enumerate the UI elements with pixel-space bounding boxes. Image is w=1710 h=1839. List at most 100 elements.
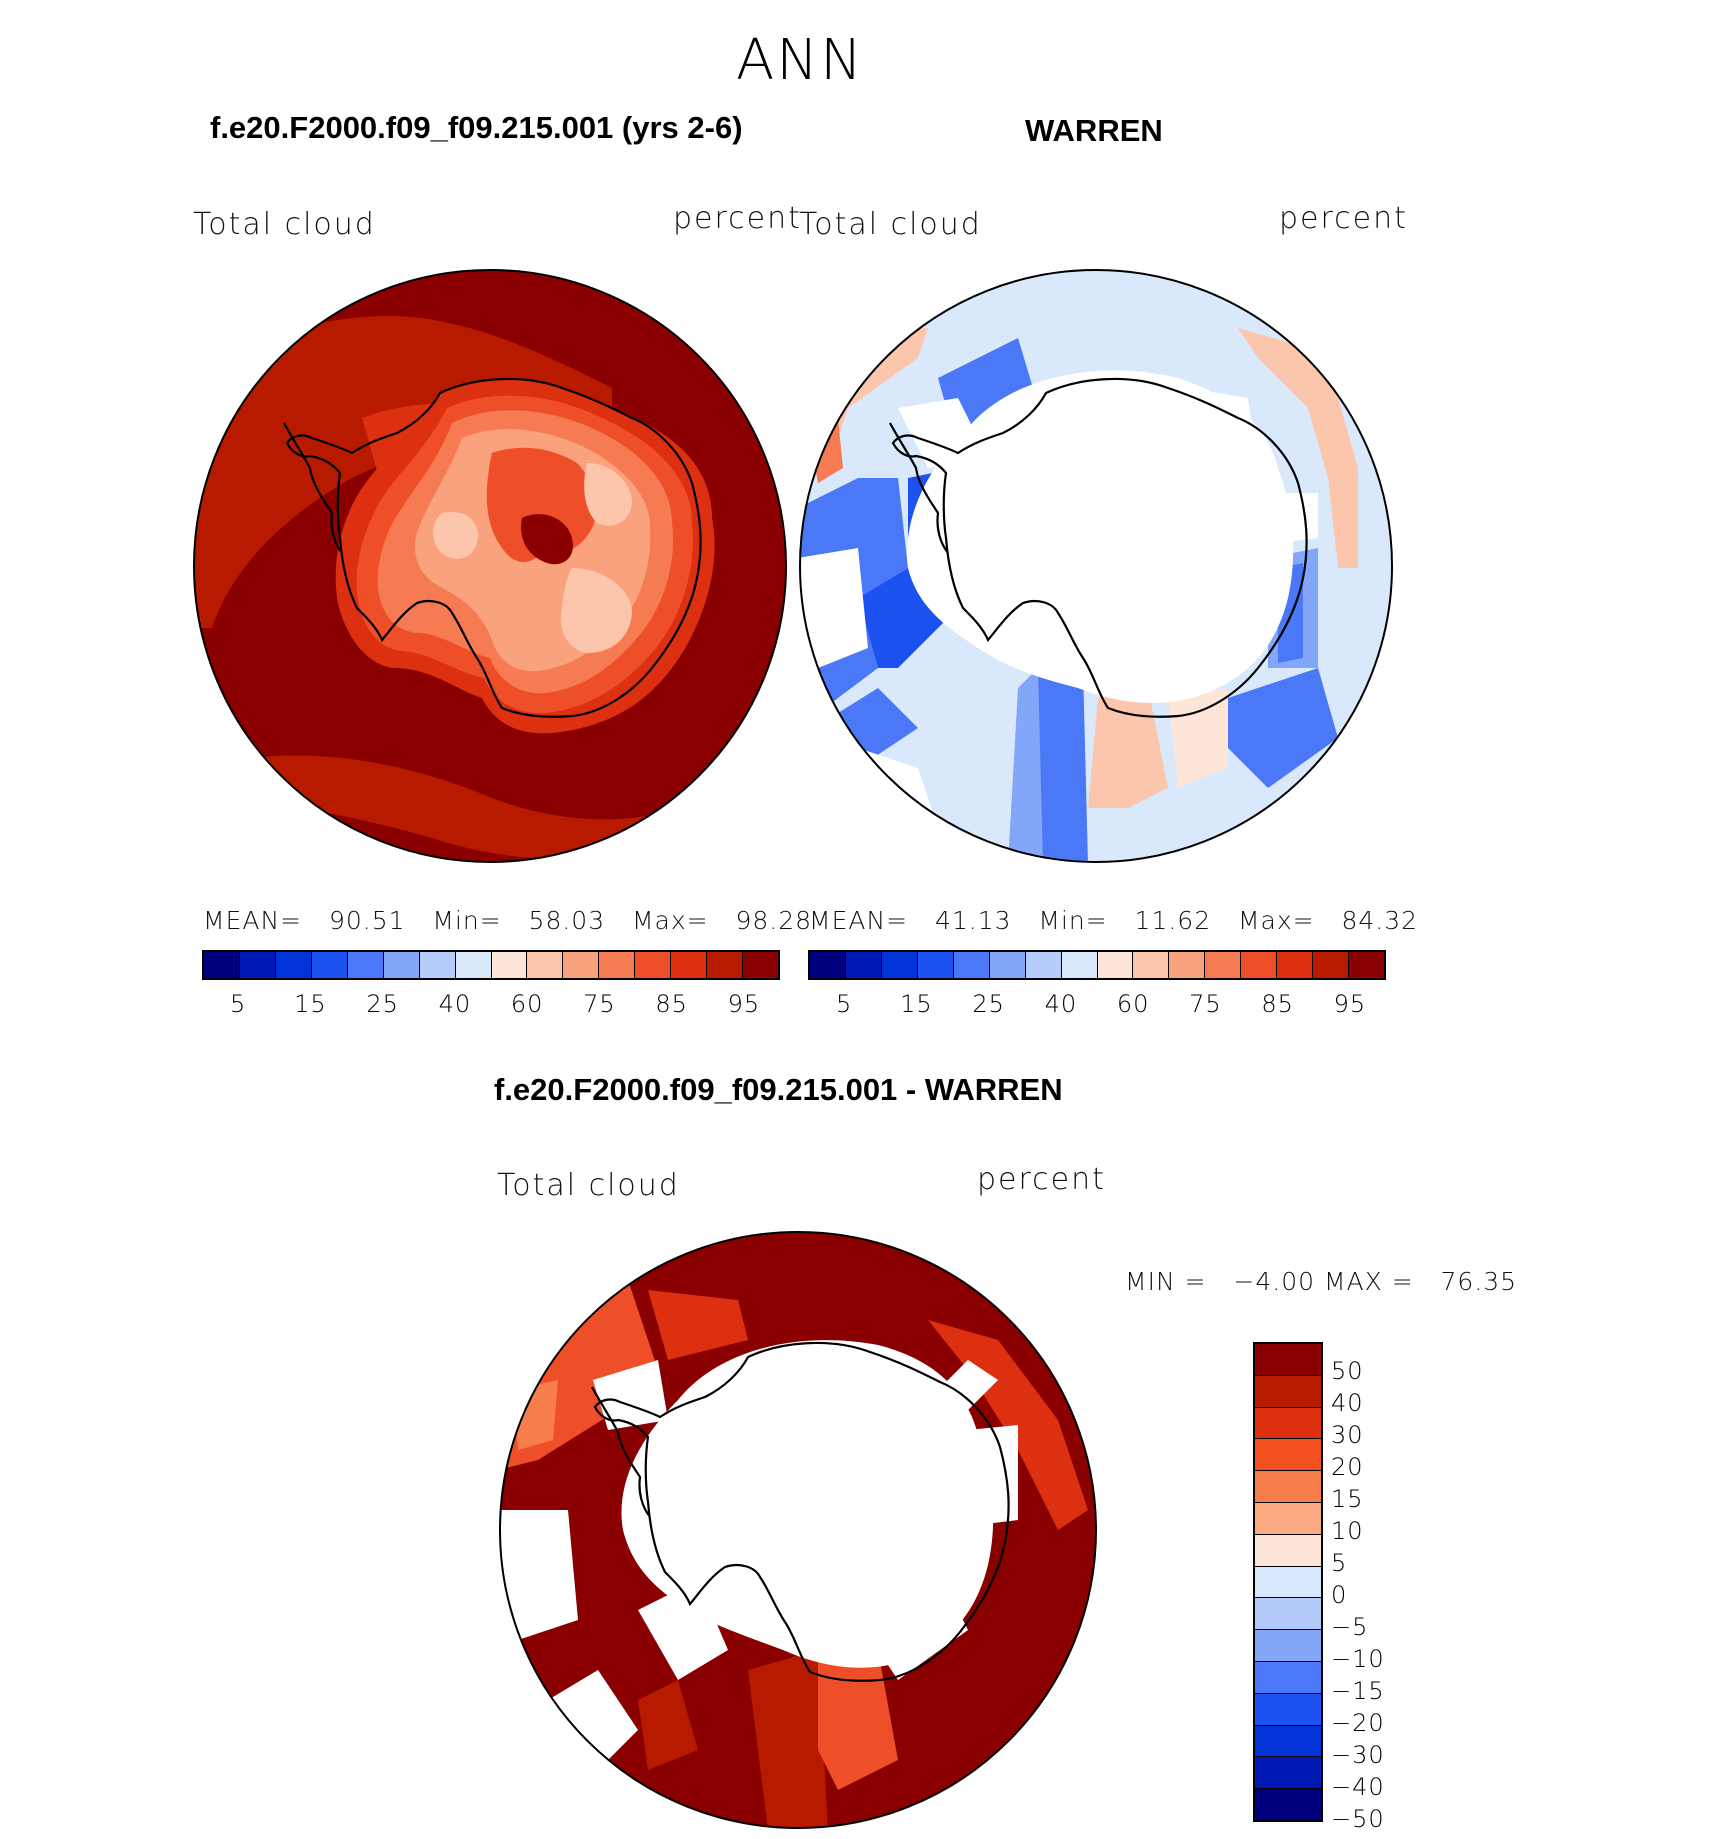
model-units-label: percent (673, 201, 802, 236)
continent-layer (560, 568, 632, 653)
colorbar-tick-label: 25 (366, 990, 399, 1018)
colorbar-tick-label: −50 (1331, 1804, 1385, 1833)
colorbar-tick-label: 5 (835, 990, 853, 1018)
field-region (800, 548, 868, 668)
colorbar-tick-label: 40 (438, 990, 472, 1018)
obs-units-label: percent (1279, 201, 1408, 236)
colorbar-swatch (1133, 952, 1170, 978)
colorbar-tick-label: −5 (1331, 1612, 1369, 1641)
colorbar-swatch (1255, 1757, 1321, 1790)
colorbar-tick-label: 75 (1189, 990, 1222, 1018)
colorbar-tick-label: 25 (972, 990, 1005, 1018)
colorbar-swatch (989, 952, 1026, 978)
diff-stats: MIN = −4.00 MAX = 76.35 (1125, 1267, 1518, 1296)
coastline (593, 1341, 1010, 1682)
colorbar-swatch (1241, 952, 1278, 978)
colorbar-tick-label: 5 (229, 990, 247, 1018)
diff-polar-map (499, 1231, 1097, 1829)
colorbar-swatch (1255, 1693, 1321, 1726)
colorbar-swatch (1255, 1789, 1321, 1820)
colorbar-swatch (1255, 1598, 1321, 1631)
continent-layer (433, 512, 478, 559)
colorbar-tick-label: 40 (1331, 1388, 1364, 1417)
colorbar-swatch (1255, 1566, 1321, 1599)
colorbar-tick-label: 85 (655, 990, 688, 1018)
ocean-region (252, 755, 732, 860)
colorbar-swatch (527, 952, 564, 978)
colorbar-tick-label: 60 (1116, 990, 1150, 1018)
field-region (648, 1290, 748, 1360)
continent-layer (584, 463, 632, 526)
colorbar-swatch (845, 952, 882, 978)
colorbar-swatch (707, 952, 744, 978)
colorbar-tick-label: −40 (1331, 1772, 1385, 1801)
field-region (1033, 668, 1088, 862)
colorbar-swatch (635, 952, 672, 978)
field-region (1008, 668, 1043, 862)
colorbar-tick-label: −10 (1331, 1644, 1385, 1673)
colorbar-tick-label: −20 (1331, 1708, 1385, 1737)
colorbar-tick-label: 95 (727, 990, 761, 1018)
season-title: ANN (735, 28, 865, 93)
coastline (591, 1386, 651, 1518)
field-region (928, 1320, 1088, 1530)
colorbar-tick-label: 0 (1331, 1580, 1348, 1609)
colorbar-tick-label: 40 (1044, 990, 1078, 1018)
colorbar-swatch (1255, 1344, 1321, 1376)
field-region (818, 1650, 898, 1790)
colorbar-swatch (239, 952, 276, 978)
colorbar-swatch (419, 952, 456, 978)
colorbar-swatch (1255, 1661, 1321, 1694)
colorbar-swatch (1205, 952, 1242, 978)
colorbar-swatch (347, 952, 384, 978)
colorbar-swatch (1097, 952, 1134, 978)
colorbar-tick-label: 15 (294, 990, 327, 1018)
field-region (638, 1680, 698, 1770)
diff-colorbar (1253, 1342, 1323, 1822)
colorbar-tick-label: 60 (510, 990, 544, 1018)
colorbar-swatch (1255, 1439, 1321, 1472)
colorbar-swatch (1277, 952, 1314, 978)
colorbar-swatch (1025, 952, 1062, 978)
colorbar-swatch (491, 952, 528, 978)
colorbar-swatch (1255, 1471, 1321, 1503)
colorbar-tick-label: 15 (900, 990, 933, 1018)
model-variable-label: Total cloud (193, 207, 376, 242)
colorbar-tick-label: −15 (1331, 1676, 1385, 1705)
colorbar-swatch (1255, 1725, 1321, 1758)
colorbar-swatch (1255, 1375, 1321, 1408)
colorbar-swatch (1255, 1502, 1321, 1535)
colorbar-tick-label: 20 (1331, 1452, 1364, 1481)
colorbar-tick-label: 85 (1261, 990, 1294, 1018)
field-region (1228, 668, 1338, 788)
model-panel-title: f.e20.F2000.f09_f09.215.001 (yrs 2-6) (210, 110, 743, 145)
colorbar-swatch (1255, 1630, 1321, 1662)
colorbar-tick-label: 15 (1331, 1484, 1364, 1513)
colorbar-tick-label: 95 (1333, 990, 1367, 1018)
colorbar-swatch (671, 952, 708, 978)
masked-region (548, 1670, 638, 1770)
coastline (285, 377, 702, 718)
diff-variable-label: Total cloud (497, 1168, 680, 1203)
model-polar-map (193, 269, 787, 863)
diff-units-label: percent (977, 1162, 1106, 1197)
obs-variable-label: Total cloud (799, 207, 982, 242)
obs-colorbar (808, 950, 1386, 980)
obs-panel-title: WARREN (1025, 113, 1163, 148)
obs-stats: MEAN= 41.13 Min= 11.62 Max= 84.32 (809, 906, 1419, 935)
colorbar-tick-label: 75 (583, 990, 616, 1018)
colorbar-swatch (1313, 952, 1350, 978)
colorbar-tick-label: 5 (1331, 1548, 1348, 1577)
continent-mask (621, 1340, 994, 1668)
masked-region (500, 1510, 578, 1640)
colorbar-swatch (563, 952, 600, 978)
colorbar-swatch (311, 952, 348, 978)
model-stats: MEAN= 90.51 Min= 58.03 Max= 98.28 (203, 906, 813, 935)
colorbar-swatch (383, 952, 420, 978)
colorbar-swatch (810, 952, 846, 978)
colorbar-swatch (953, 952, 990, 978)
field-region (1088, 688, 1168, 808)
colorbar-swatch (881, 952, 918, 978)
colorbar-swatch (204, 952, 240, 978)
colorbar-tick-label: −30 (1331, 1740, 1385, 1769)
